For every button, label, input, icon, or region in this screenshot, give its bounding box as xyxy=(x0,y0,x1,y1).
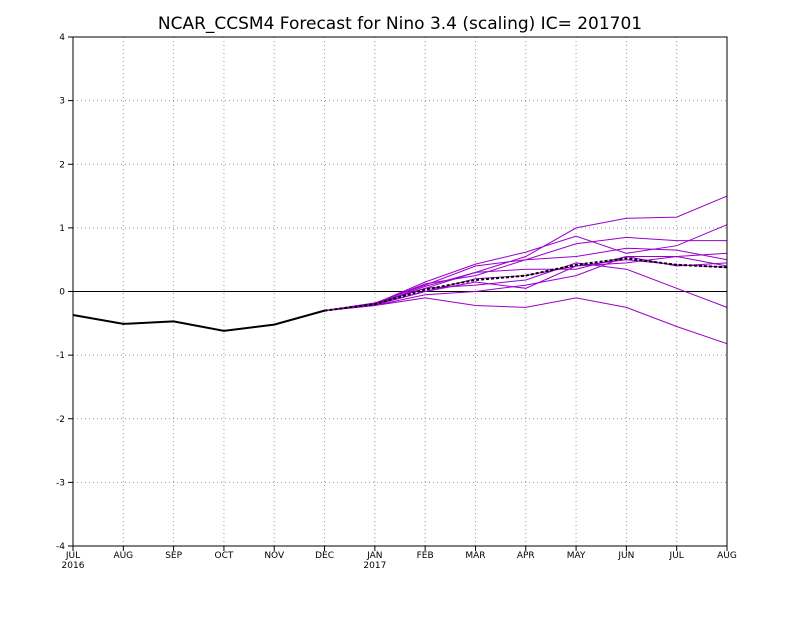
x-tick-label: JUL xyxy=(669,551,684,561)
ensemble-member-line xyxy=(324,252,728,312)
x-tick-label: AUG xyxy=(717,551,737,561)
x-tick-label: MAR xyxy=(465,551,485,561)
ensemble-member-line xyxy=(324,247,728,312)
x-tick-label: JUL xyxy=(65,551,80,561)
x-tick-label: JAN xyxy=(366,551,382,561)
x-tick-label: JUN xyxy=(617,551,634,561)
x-tick-label: SEP xyxy=(165,551,182,561)
ensemble-member-line xyxy=(324,224,728,312)
grid xyxy=(73,37,727,546)
x-tick-label: FEB xyxy=(417,551,434,561)
x-tick-label: OCT xyxy=(214,551,233,561)
y-tick-label: -2 xyxy=(56,415,65,425)
x-tick-label: MAY xyxy=(567,551,586,561)
x-year-label: 2016 xyxy=(62,561,85,571)
x-tick-label: DEC xyxy=(315,551,334,561)
ensemble-member-line xyxy=(324,195,728,312)
y-tick-label: 1 xyxy=(59,224,65,234)
x-tick-label: APR xyxy=(517,551,535,561)
y-tick-label: 4 xyxy=(59,33,65,43)
y-tick-label: -4 xyxy=(56,542,65,552)
y-tick-label: 3 xyxy=(59,97,65,107)
chart-title: NCAR_CCSM4 Forecast for Nino 3.4 (scalin… xyxy=(158,14,642,34)
observed-line xyxy=(72,309,325,332)
y-tick-label: -3 xyxy=(56,478,65,488)
ensemble-mean-line xyxy=(324,257,728,312)
y-tick-label: 0 xyxy=(59,288,65,298)
y-tick-label: 2 xyxy=(59,160,65,170)
ensemble-member-line xyxy=(324,297,728,345)
y-axis: -4 -3 -2 -1 0 1 2 3 4 xyxy=(56,33,73,552)
x-axis: JUL AUG SEP OCT NOV DEC JAN FEB MAR APR MAY JUN JUL A… xyxy=(62,546,737,571)
x-tick-label: AUG xyxy=(113,551,133,561)
x-year-label: 2017 xyxy=(363,561,386,571)
y-tick-label: -1 xyxy=(56,351,65,361)
ensemble-member-line xyxy=(324,255,728,312)
x-tick-label: NOV xyxy=(264,551,285,561)
series-group xyxy=(72,195,728,345)
